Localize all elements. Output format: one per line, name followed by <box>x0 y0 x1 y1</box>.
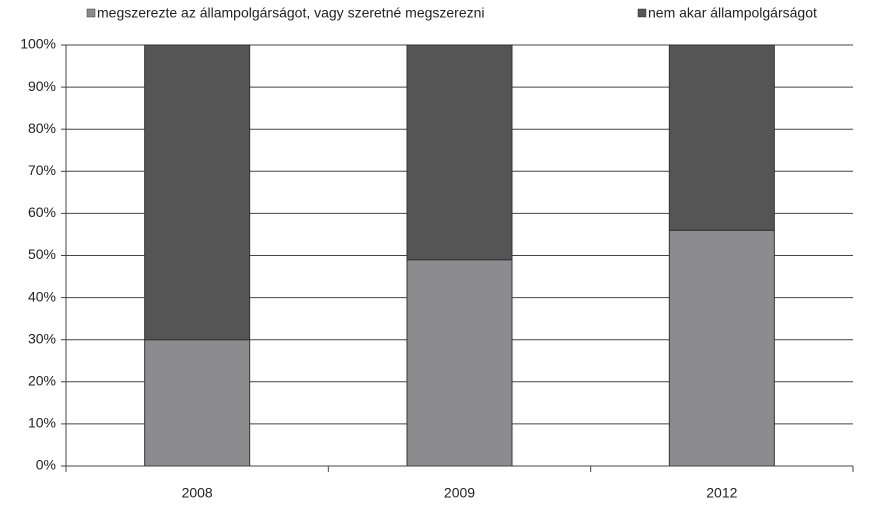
legend-label: megszerezte az állampolgárságot, vagy sz… <box>97 5 485 21</box>
y-tick-label: 20% <box>28 373 56 389</box>
y-tick-label: 60% <box>28 204 56 220</box>
y-tick-label: 80% <box>28 120 56 136</box>
x-tick-label: 2009 <box>444 485 475 501</box>
y-tick-label: 70% <box>28 162 56 178</box>
bar-segment <box>144 339 251 467</box>
x-tick-label: 2012 <box>706 485 737 501</box>
bar-segment <box>406 259 513 467</box>
y-tick-label: 10% <box>28 415 56 431</box>
legend-swatch <box>86 8 96 18</box>
y-tick-label: 0% <box>36 457 56 473</box>
bar-segment <box>406 44 513 261</box>
y-tick-label: 40% <box>28 288 56 304</box>
legend-label: nem akar állampolgárságot <box>648 5 817 21</box>
x-tick-label: 2008 <box>182 485 213 501</box>
bar-segment <box>668 229 775 467</box>
y-tick-label: 30% <box>28 330 56 346</box>
bar-segment <box>144 44 251 341</box>
y-tick-label: 90% <box>28 78 56 94</box>
bar-segment <box>668 44 775 231</box>
y-tick-label: 100% <box>20 36 56 52</box>
legend-swatch <box>637 8 647 18</box>
y-tick-label: 50% <box>28 246 56 262</box>
